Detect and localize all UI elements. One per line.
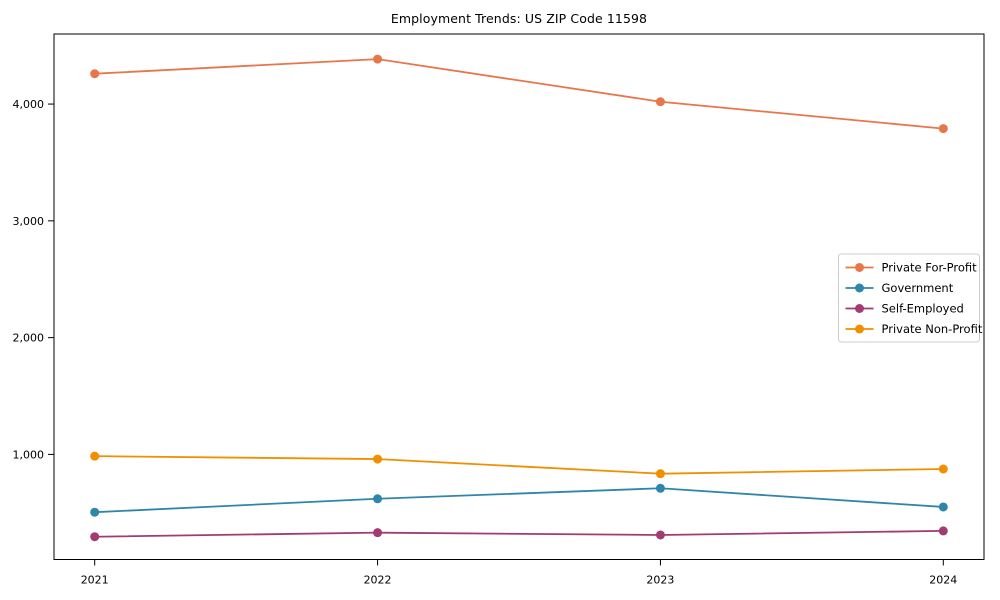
series-marker-government	[373, 494, 383, 504]
series-marker-self-employed	[90, 532, 100, 542]
legend-label-private-for-profit: Private For-Profit	[882, 261, 978, 275]
legend-marker-private-for-profit	[855, 263, 864, 272]
y-tick-label: 2,000	[13, 332, 45, 345]
legend-marker-private-non-profit	[855, 324, 864, 334]
series-marker-self-employed	[373, 528, 383, 538]
series-marker-private-non-profit	[938, 464, 948, 474]
series-line-private-for-profit	[94, 58, 944, 130]
x-tick-label: 2022	[364, 574, 392, 587]
legend-label-self-employed: Self-Employed	[882, 302, 964, 316]
x-tick-label: 2021	[81, 574, 109, 587]
legend-label-private-non-profit: Private Non-Profit	[882, 322, 983, 336]
legend-label-government: Government	[882, 281, 954, 295]
series-marker-self-employed	[938, 526, 948, 536]
x-tick-label: 2024	[929, 574, 957, 587]
series-marker-self-employed	[655, 530, 665, 540]
series-marker-private-for-profit	[655, 97, 665, 107]
plot-frame	[53, 33, 985, 560]
series-marker-government	[90, 507, 100, 517]
series-marker-private-non-profit	[655, 469, 665, 479]
series-line-government	[94, 487, 944, 514]
legend-marker-self-employed	[855, 304, 864, 313]
y-tick-label: 1,000	[13, 448, 45, 461]
series-marker-private-non-profit	[373, 454, 383, 464]
series-marker-government	[938, 502, 948, 512]
y-tick-label: 4,000	[13, 98, 45, 111]
series-marker-private-non-profit	[90, 451, 100, 461]
legend-marker-government	[855, 283, 864, 293]
series-marker-private-for-profit	[938, 124, 948, 134]
series-line-private-non-profit	[94, 455, 944, 475]
series-line-self-employed	[94, 529, 944, 538]
series-marker-government	[655, 483, 665, 493]
legend-box	[838, 253, 980, 343]
series-marker-private-for-profit	[90, 69, 100, 79]
series-marker-private-for-profit	[373, 54, 383, 64]
y-tick-label: 3,000	[13, 215, 45, 228]
chart-title: Employment Trends: US ZIP Code 11598	[390, 11, 648, 26]
x-tick-label: 2023	[646, 574, 674, 587]
